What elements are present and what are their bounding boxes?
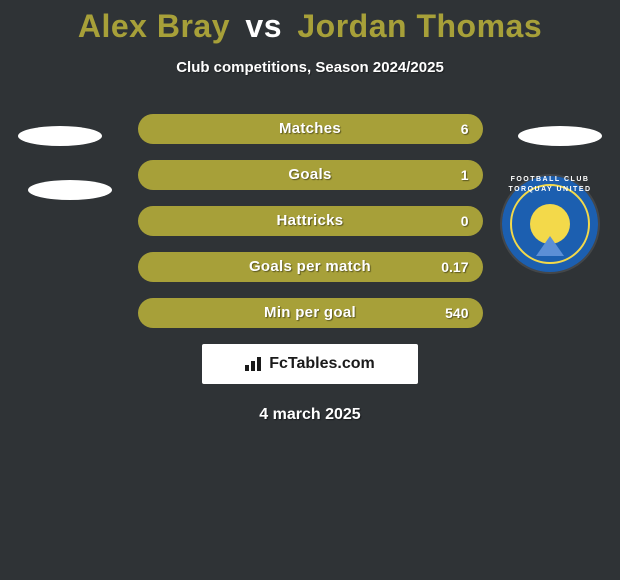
stat-right-value: 1 bbox=[461, 160, 469, 190]
stat-label: Min per goal bbox=[138, 298, 483, 328]
date-line: 4 march 2025 bbox=[0, 406, 620, 424]
vs-separator: vs bbox=[245, 8, 282, 44]
bar-chart-icon bbox=[245, 357, 263, 371]
brand-box: FcTables.com bbox=[202, 344, 418, 384]
stat-right-value: 0.17 bbox=[441, 252, 468, 282]
stat-label: Matches bbox=[138, 114, 483, 144]
stat-label: Goals per match bbox=[138, 252, 483, 282]
stat-label: Goals bbox=[138, 160, 483, 190]
stat-right-value: 540 bbox=[445, 298, 468, 328]
stat-right-value: 6 bbox=[461, 114, 469, 144]
stat-row: Hattricks0 bbox=[138, 206, 483, 236]
player1-club-placeholder bbox=[28, 180, 112, 200]
stat-row: Matches6 bbox=[138, 114, 483, 144]
stat-label: Hattricks bbox=[138, 206, 483, 236]
brand-label: FcTables.com bbox=[245, 355, 375, 373]
player1-name: Alex Bray bbox=[78, 8, 230, 44]
page-title: Alex Bray vs Jordan Thomas bbox=[0, 0, 620, 45]
player2-club-badge: TORQUAY UNITED FOOTBALL CLUB bbox=[502, 176, 598, 272]
subtitle: Club competitions, Season 2024/2025 bbox=[0, 59, 620, 76]
stat-row: Goals per match0.17 bbox=[138, 252, 483, 282]
badge-text-bottom: FOOTBALL CLUB bbox=[502, 176, 598, 262]
player2-name: Jordan Thomas bbox=[297, 8, 542, 44]
stat-right-value: 0 bbox=[461, 206, 469, 236]
stat-row: Min per goal540 bbox=[138, 298, 483, 328]
brand-text: FcTables.com bbox=[269, 355, 375, 373]
stat-row: Goals1 bbox=[138, 160, 483, 190]
stats-bars: Matches6Goals1Hattricks0Goals per match0… bbox=[138, 114, 483, 328]
player1-avatar-placeholder bbox=[18, 126, 102, 146]
player2-avatar-placeholder bbox=[518, 126, 602, 146]
